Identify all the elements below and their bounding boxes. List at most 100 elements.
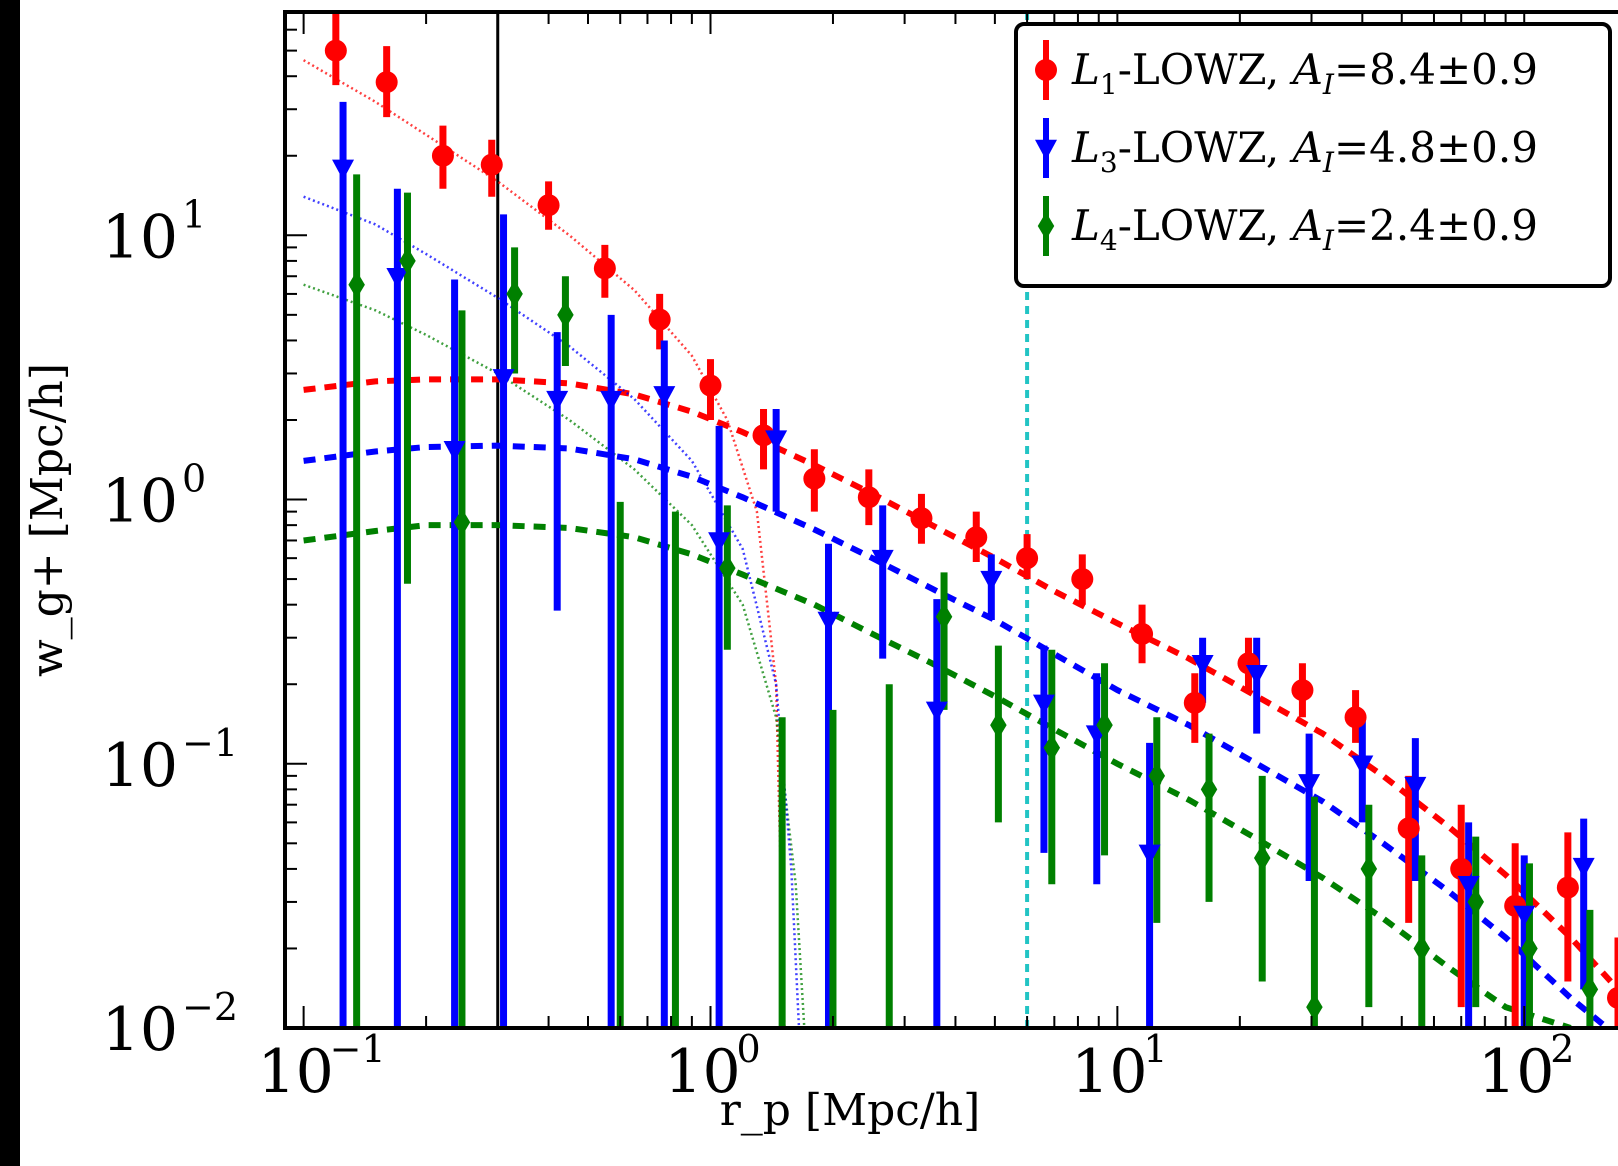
point-0-13 — [1016, 547, 1039, 570]
point-2-18 — [1306, 993, 1323, 1021]
point-1-20 — [1404, 776, 1427, 798]
legend-label-1: L3-LOWZ, AI=4.8±0.9 — [1071, 123, 1538, 179]
y-tick-exp: 1 — [182, 192, 206, 236]
point-0-10 — [857, 486, 880, 509]
point-0-21 — [1450, 857, 1473, 880]
model-curve-s0 — [303, 376, 1618, 992]
point-1-8 — [765, 430, 788, 451]
point-2-13 — [1043, 733, 1061, 762]
x-tick-exp: 1 — [1143, 1027, 1167, 1071]
legend-label-part: =8.4±0.9 — [1334, 45, 1538, 94]
legend-marker-1 — [1035, 139, 1057, 161]
point-0-4 — [537, 194, 560, 217]
point-1-22 — [1513, 905, 1536, 927]
legend-label-part: A — [1289, 45, 1323, 94]
y-tick-base: 10 — [102, 202, 178, 272]
legend-label-part: L — [1071, 123, 1100, 172]
legend-label-part: L — [1071, 45, 1100, 94]
point-0-11 — [910, 507, 933, 530]
point-1-23 — [1572, 857, 1595, 879]
x-tick-exp: 0 — [736, 1027, 760, 1071]
legend-label-part: I — [1322, 68, 1335, 101]
one-halo-curve-s2 — [303, 283, 806, 1028]
point-0-2 — [431, 144, 454, 167]
legend-label-part: 4 — [1100, 224, 1118, 257]
x-tick-base: 10 — [664, 1037, 740, 1107]
point-1-17 — [1245, 665, 1268, 686]
x-tick-base: 10 — [1478, 1037, 1554, 1107]
legend-label-part: 3 — [1100, 146, 1118, 179]
y-tick-label-2: 10 0 — [102, 457, 207, 537]
point-1-5 — [600, 390, 623, 412]
y-tick-label-3: 10 1 — [102, 192, 207, 272]
point-0-8 — [752, 424, 775, 447]
point-1-1 — [386, 267, 409, 289]
point-0-19 — [1344, 706, 1367, 729]
point-0-5 — [593, 257, 616, 280]
y-tick-base: 10 — [102, 467, 178, 537]
point-0-23 — [1556, 876, 1579, 899]
point-0-7 — [699, 374, 722, 397]
legend-label-0: L1-LOWZ, AI=8.4±0.9 — [1071, 45, 1538, 101]
point-2-19 — [1360, 855, 1378, 883]
point-0-18 — [1291, 679, 1314, 702]
legend-label-part: =2.4±0.9 — [1334, 201, 1538, 250]
legend-box — [1014, 22, 1612, 288]
legend-marker-0 — [1035, 59, 1057, 81]
point-2-23 — [1581, 975, 1599, 1004]
legend-label-part: =4.8±0.9 — [1334, 123, 1538, 172]
y-tick-base: 10 — [102, 731, 178, 801]
x-tick-exp: −1 — [330, 1027, 386, 1071]
point-0-12 — [965, 526, 988, 549]
point-0-14 — [1071, 568, 1094, 591]
legend-label-part: L — [1071, 201, 1100, 250]
legend-label-part: 1 — [1100, 68, 1118, 101]
y-tick-exp: 0 — [182, 457, 206, 501]
x-tick-label-3: 102 — [1478, 1027, 1574, 1107]
x-axis-title: r_p [Mpc/h] — [720, 1085, 981, 1136]
point-2-2 — [453, 508, 471, 537]
legend-label-part: I — [1322, 224, 1335, 257]
point-0-6 — [648, 308, 671, 331]
point-2-11 — [935, 603, 953, 631]
model-curve-s2 — [303, 522, 1572, 1028]
point-2-22 — [1521, 934, 1538, 963]
legend-label-part: -LOWZ, — [1118, 123, 1293, 172]
x-tick-label-1: 100 — [664, 1027, 760, 1107]
point-0-3 — [480, 153, 503, 176]
legend-label-part: A — [1289, 123, 1323, 172]
point-1-15 — [1138, 844, 1161, 865]
point-0-15 — [1131, 622, 1154, 645]
point-1-2 — [443, 440, 466, 462]
point-1-13 — [1032, 694, 1055, 715]
legend-label-2: L4-LOWZ, AI=2.4±0.9 — [1071, 201, 1538, 257]
point-2-21 — [1467, 888, 1484, 916]
point-2-14 — [1096, 711, 1113, 739]
point-1-4 — [546, 390, 569, 412]
y-tick-exp: −2 — [182, 985, 238, 1029]
legend-marker-2 — [1037, 212, 1055, 240]
plot-frame — [283, 10, 1618, 1030]
x-tick-label-0: 10−1 — [257, 1027, 385, 1107]
point-0-9 — [803, 467, 826, 490]
legend-label-part: -LOWZ, — [1118, 45, 1293, 94]
point-0-16 — [1183, 691, 1206, 714]
point-1-18 — [1298, 774, 1321, 795]
point-2-4 — [557, 301, 574, 329]
y-tick-exp: −1 — [182, 721, 238, 765]
point-1-9 — [817, 611, 840, 633]
legend-label-part: I — [1322, 146, 1335, 179]
point-0-24 — [1607, 986, 1618, 1009]
point-1-6 — [653, 386, 676, 407]
axes — [283, 10, 1618, 1030]
legend-label-part: A — [1289, 201, 1323, 250]
point-1-3 — [492, 369, 515, 390]
point-2-20 — [1413, 934, 1431, 963]
point-1-10 — [871, 549, 894, 571]
point-1-16 — [1191, 655, 1214, 676]
y-tick-label-1: 10 −1 — [102, 721, 238, 801]
point-1-21 — [1457, 875, 1480, 897]
point-2-7 — [719, 554, 736, 582]
point-2-16 — [1200, 775, 1218, 804]
point-2-0 — [348, 270, 365, 299]
